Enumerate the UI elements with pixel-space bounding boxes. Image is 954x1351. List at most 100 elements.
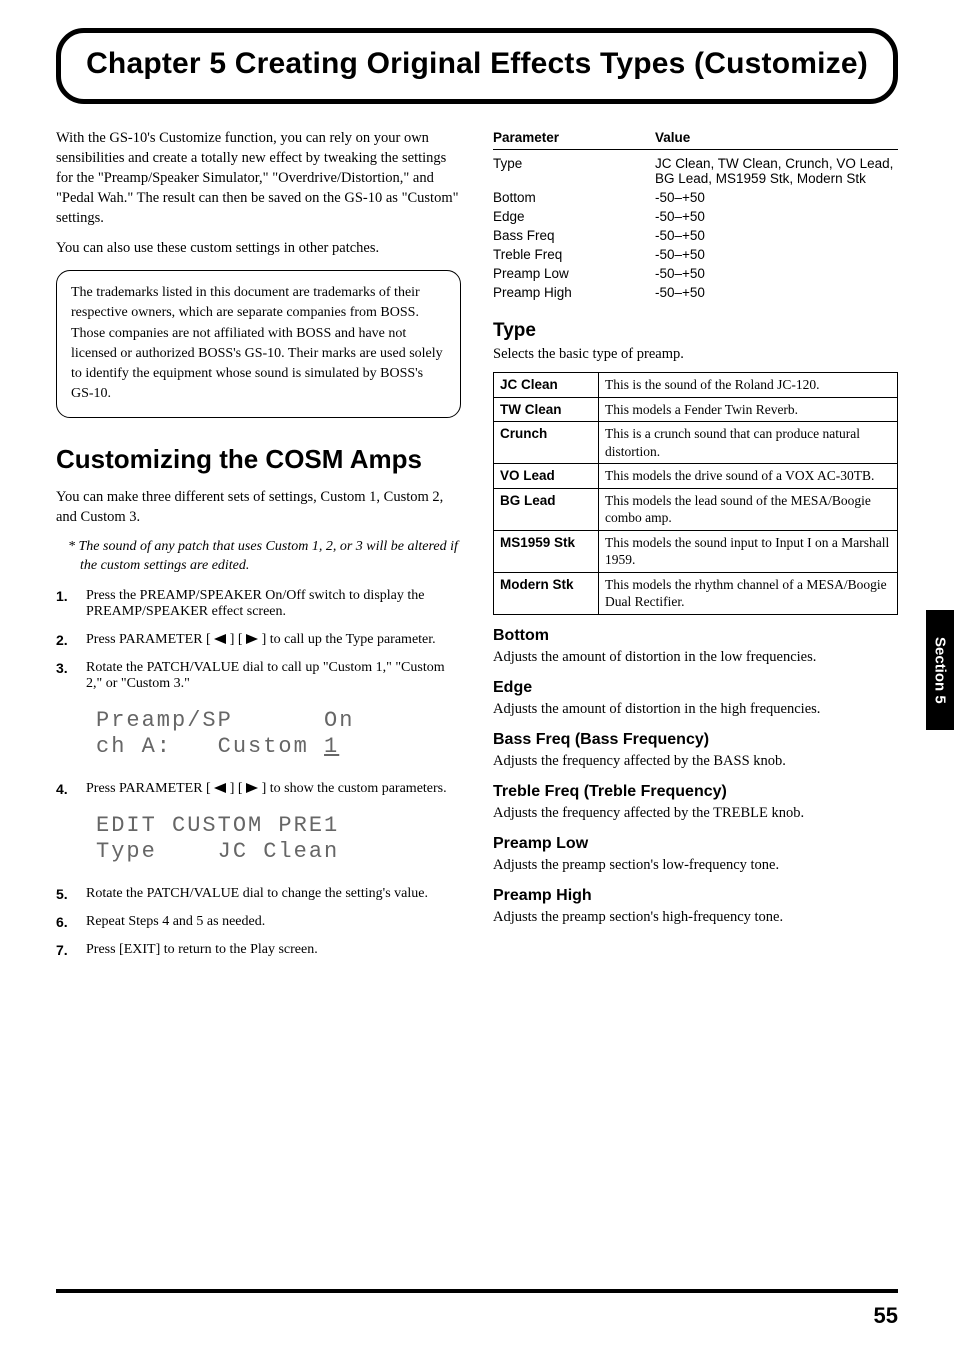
table-row: Preamp High-50–+50: [493, 283, 898, 302]
step-number: 1.: [56, 588, 76, 620]
param-value: -50–+50: [655, 207, 898, 226]
param-value: -50–+50: [655, 245, 898, 264]
table-row: BG LeadThis models the lead sound of the…: [494, 488, 898, 530]
arrow-right-icon: [246, 634, 258, 644]
parameter-table: Parameter Value TypeJC Clean, TW Clean, …: [493, 128, 898, 302]
param-value: JC Clean, TW Clean, Crunch, VO Lead, BG …: [655, 150, 898, 189]
table-row: JC CleanThis is the sound of the Roland …: [494, 373, 898, 398]
type-desc: This models the drive sound of a VOX AC-…: [599, 464, 898, 489]
step-3: 3. Rotate the PATCH/VALUE dial to call u…: [56, 660, 461, 692]
procedure-note: * The sound of any patch that uses Custo…: [56, 537, 461, 576]
lcd-line: Type JC Clean: [96, 839, 339, 864]
step-text-a: Press PARAMETER [: [86, 632, 214, 647]
preamphigh-heading: Preamp High: [493, 887, 898, 905]
section-heading: Customizing the COSM Amps: [56, 444, 461, 475]
treblefreq-desc: Adjusts the frequency affected by the TR…: [493, 803, 898, 823]
step-text-c: ] to call up the Type parameter.: [258, 632, 436, 647]
arrow-left-icon: [214, 634, 226, 644]
step-1: 1. Press the PREAMP/SPEAKER On/Off switc…: [56, 588, 461, 620]
param-value: -50–+50: [655, 264, 898, 283]
param-name: Preamp High: [493, 283, 655, 302]
step-text-b: ] [: [226, 781, 246, 796]
param-name: Bottom: [493, 188, 655, 207]
step-number: 7.: [56, 942, 76, 958]
procedure-list: * The sound of any patch that uses Custo…: [56, 537, 461, 958]
step-text-a: Press PARAMETER [: [86, 781, 214, 796]
step-number: 5.: [56, 886, 76, 902]
bottom-desc: Adjusts the amount of distortion in the …: [493, 647, 898, 667]
table-row: Preamp Low-50–+50: [493, 264, 898, 283]
lcd-cursor-value: 1: [324, 734, 339, 759]
step-5: 5. Rotate the PATCH/VALUE dial to change…: [56, 886, 461, 902]
param-value: -50–+50: [655, 188, 898, 207]
trademark-note-text: The trademarks listed in this document a…: [71, 283, 446, 405]
body-columns: With the GS-10's Customize function, you…: [56, 128, 898, 970]
type-heading: Type: [493, 320, 898, 342]
type-desc: Selects the basic type of preamp.: [493, 344, 898, 364]
treblefreq-heading: Treble Freq (Treble Frequency): [493, 783, 898, 801]
intro-paragraph-1: With the GS-10's Customize function, you…: [56, 128, 461, 228]
trademark-note-box: The trademarks listed in this document a…: [56, 270, 461, 418]
arrow-left-icon: [214, 783, 226, 793]
intro-paragraph-2: You can also use these custom settings i…: [56, 238, 461, 258]
step-text-c: ] to show the custom parameters.: [258, 781, 447, 796]
table-header-row: Parameter Value: [493, 128, 898, 150]
type-name: MS1959 Stk: [494, 530, 599, 572]
step-number: 6.: [56, 914, 76, 930]
edge-desc: Adjusts the amount of distortion in the …: [493, 699, 898, 719]
type-desc: This models the lead sound of the MESA/B…: [599, 488, 898, 530]
step-2: 2. Press PARAMETER [ ] [ ] to call up th…: [56, 632, 461, 648]
arrow-right-icon: [246, 783, 258, 793]
type-name: TW Clean: [494, 397, 599, 422]
type-name: Crunch: [494, 422, 599, 464]
lcd-line: EDIT CUSTOM PRE1: [96, 813, 339, 838]
step-number: 2.: [56, 632, 76, 648]
param-name: Bass Freq: [493, 226, 655, 245]
preamplow-desc: Adjusts the preamp section's low-frequen…: [493, 855, 898, 875]
table-row: TW CleanThis models a Fender Twin Reverb…: [494, 397, 898, 422]
table-row: VO LeadThis models the drive sound of a …: [494, 464, 898, 489]
table-header: Value: [655, 128, 898, 150]
type-desc: This is the sound of the Roland JC-120.: [599, 373, 898, 398]
bassfreq-desc: Adjusts the frequency affected by the BA…: [493, 751, 898, 771]
type-definitions-table: JC CleanThis is the sound of the Roland …: [493, 372, 898, 615]
table-row: Edge-50–+50: [493, 207, 898, 226]
type-name: VO Lead: [494, 464, 599, 489]
chapter-title-box: Chapter 5 Creating Original Effects Type…: [56, 28, 898, 104]
step-text-b: ] [: [226, 632, 246, 647]
section-tab: Section 5: [926, 610, 954, 730]
type-desc: This is a crunch sound that can produce …: [599, 422, 898, 464]
table-row: CrunchThis is a crunch sound that can pr…: [494, 422, 898, 464]
preamphigh-desc: Adjusts the preamp section's high-freque…: [493, 907, 898, 927]
type-name: BG Lead: [494, 488, 599, 530]
table-row: Treble Freq-50–+50: [493, 245, 898, 264]
param-value: -50–+50: [655, 226, 898, 245]
section-intro: You can make three different sets of set…: [56, 487, 461, 527]
bottom-heading: Bottom: [493, 627, 898, 645]
step-text: Press the PREAMP/SPEAKER On/Off switch t…: [86, 588, 461, 620]
param-value: -50–+50: [655, 283, 898, 302]
step-text: Press PARAMETER [ ] [ ] to show the cust…: [86, 781, 461, 797]
table-row: Bass Freq-50–+50: [493, 226, 898, 245]
footer-rule: [56, 1289, 898, 1293]
table-row: TypeJC Clean, TW Clean, Crunch, VO Lead,…: [493, 150, 898, 189]
chapter-title: Chapter 5 Creating Original Effects Type…: [83, 47, 871, 81]
step-6: 6. Repeat Steps 4 and 5 as needed.: [56, 914, 461, 930]
table-header: Parameter: [493, 128, 655, 150]
param-name: Edge: [493, 207, 655, 226]
type-name: JC Clean: [494, 373, 599, 398]
step-text: Rotate the PATCH/VALUE dial to change th…: [86, 886, 461, 902]
param-name: Type: [493, 150, 655, 189]
step-7: 7. Press [EXIT] to return to the Play sc…: [56, 942, 461, 958]
edge-heading: Edge: [493, 679, 898, 697]
preamplow-heading: Preamp Low: [493, 835, 898, 853]
bassfreq-heading: Bass Freq (Bass Frequency): [493, 731, 898, 749]
type-desc: This models the rhythm channel of a MESA…: [599, 572, 898, 614]
step-4: 4. Press PARAMETER [ ] [ ] to show the c…: [56, 781, 461, 797]
lcd-display-1: Preamp/SP On ch A: Custom 1: [86, 704, 461, 765]
step-text: Press [EXIT] to return to the Play scree…: [86, 942, 461, 958]
type-name: Modern Stk: [494, 572, 599, 614]
lcd-line: ch A: Custom: [96, 734, 324, 759]
param-name: Treble Freq: [493, 245, 655, 264]
step-number: 3.: [56, 660, 76, 692]
